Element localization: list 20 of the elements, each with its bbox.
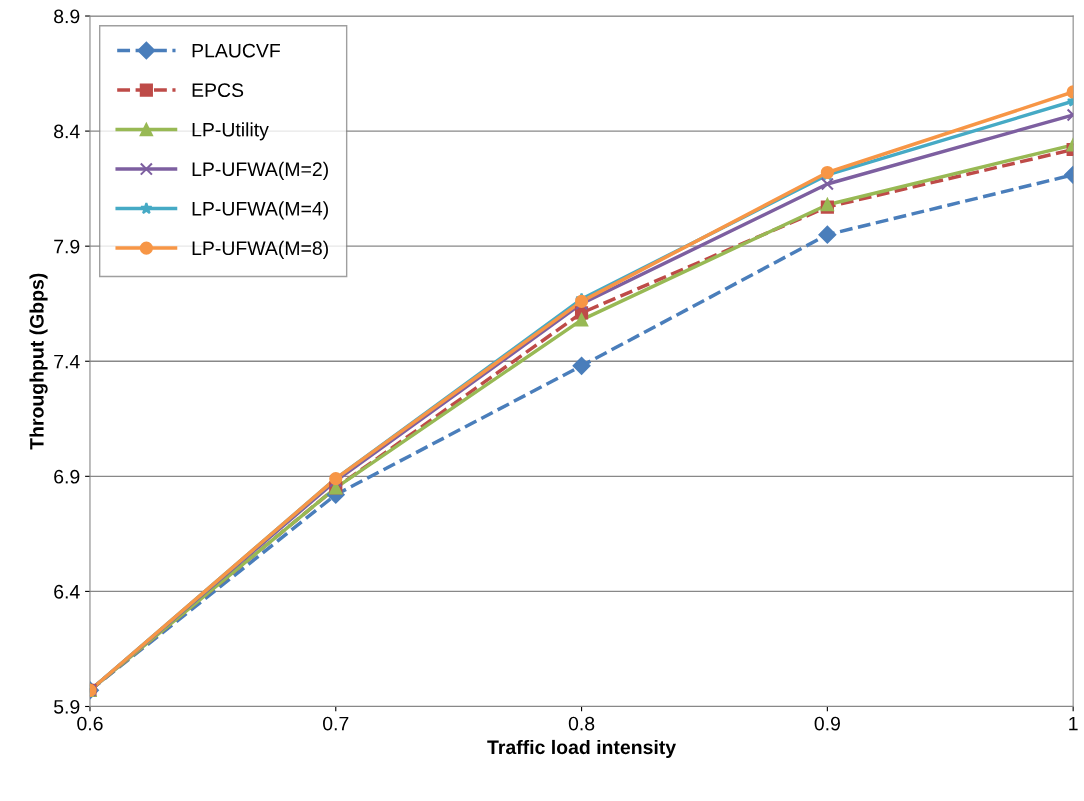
legend-label: LP-Utility	[192, 122, 269, 141]
legend-label: LP-UFWA(M=2)	[192, 161, 328, 180]
legend-label: PLAUCVF	[192, 43, 280, 58]
x-axis-title: Traffic load intensity	[487, 739, 677, 759]
y-tick-label: 6.4	[54, 584, 80, 599]
y-tick-label: 5.9	[54, 699, 80, 714]
y-tick-label: 7.9	[54, 239, 80, 254]
legend-label: LP-UFWA(M=4)	[192, 201, 328, 220]
x-tick-label: 0.8	[568, 716, 595, 731]
x-tick-label: 0.6	[77, 716, 103, 731]
y-tick-label: 6.9	[54, 469, 80, 484]
y-axis-title: Throughput (Gbps)	[29, 273, 48, 450]
legend-label: LP-UFWA(M=8)	[192, 240, 328, 259]
y-tick-label: 8.4	[54, 124, 80, 139]
x-tick-label: 0.9	[814, 716, 840, 731]
y-tick-label: 7.4	[54, 354, 80, 369]
x-tick-label: 0.7	[323, 716, 349, 731]
x-tick-label: 1	[1069, 716, 1078, 731]
y-tick-label: 8.9	[54, 9, 80, 24]
legend-label: EPCS	[192, 83, 244, 98]
